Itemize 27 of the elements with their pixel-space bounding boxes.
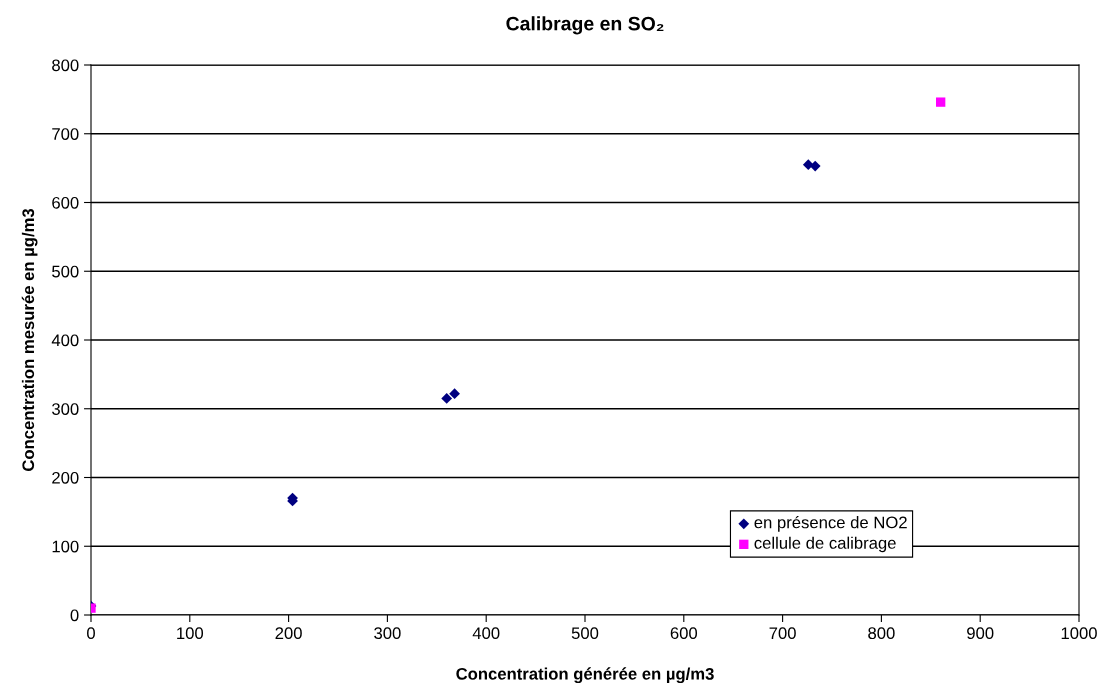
y-tick-label: 100 [52, 540, 79, 553]
y-tick-label: 700 [52, 128, 79, 140]
legend-label: en présence de NO2 [754, 515, 907, 532]
x-axis-title: Concentration générée en µg/m3 [456, 667, 714, 684]
y-tick-label: 200 [52, 471, 79, 484]
y-tick-label: 800 [52, 59, 79, 72]
chart-title: Calibrage en SO₂ [506, 16, 664, 35]
point [441, 393, 453, 404]
x-tick-label: 900 [967, 627, 994, 640]
x-tick-label: 100 [177, 627, 204, 640]
y-tick-label: 0 [70, 609, 79, 622]
x-tick-label: 500 [571, 627, 599, 640]
y-tick-label: 500 [52, 265, 79, 278]
point [449, 388, 460, 399]
x-tick-label: 600 [670, 627, 698, 640]
x-tick-label: 1000 [1061, 627, 1097, 640]
y-axis-title: Concentration mesurée en µg/m3 [21, 208, 38, 471]
y-tick-label: 300 [52, 403, 79, 415]
y-tick-label: 400 [51, 334, 79, 347]
y-tick-label: 600 [52, 196, 79, 209]
x-tick-label: 200 [275, 627, 302, 640]
x-tick-label: 0 [87, 627, 95, 640]
legend-label: cellule de calibrage [754, 536, 896, 553]
x-tick-label: 800 [868, 627, 895, 640]
x-tick-label: 400 [472, 627, 500, 640]
x-tick-label: 700 [769, 627, 796, 640]
x-tick-label: 300 [374, 627, 401, 640]
